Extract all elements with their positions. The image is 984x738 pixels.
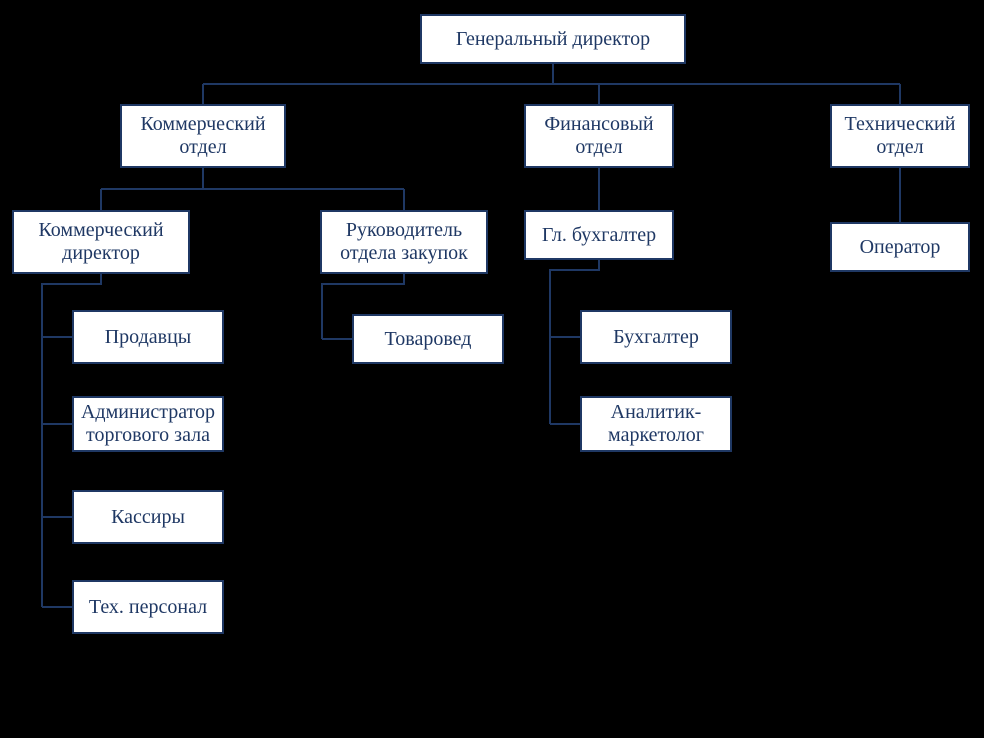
node-cashiers: Кассиры	[72, 490, 224, 544]
node-sellers: Продавцы	[72, 310, 224, 364]
node-analyst: Аналитик-маркетолог	[580, 396, 732, 452]
node-chief_acct: Гл. бухгалтер	[524, 210, 674, 260]
node-gen_dir: Генеральный директор	[420, 14, 686, 64]
node-comm_dir: Коммерческий директор	[12, 210, 190, 274]
org-chart: Генеральный директор Коммерческий отдел Фи…	[0, 0, 984, 738]
node-hall_admin: Администратор торгового зала	[72, 396, 224, 452]
node-purch_head: Руководитель отдела закупок	[320, 210, 488, 274]
node-tech_dept: Технический отдел	[830, 104, 970, 168]
node-comm_dept: Коммерческий отдел	[120, 104, 286, 168]
node-merchandiser: Товаровед	[352, 314, 504, 364]
node-operator: Оператор	[830, 222, 970, 272]
node-tech_staff: Тех. персонал	[72, 580, 224, 634]
node-fin_dept: Финансовый отдел	[524, 104, 674, 168]
node-accountant: Бухгалтер	[580, 310, 732, 364]
